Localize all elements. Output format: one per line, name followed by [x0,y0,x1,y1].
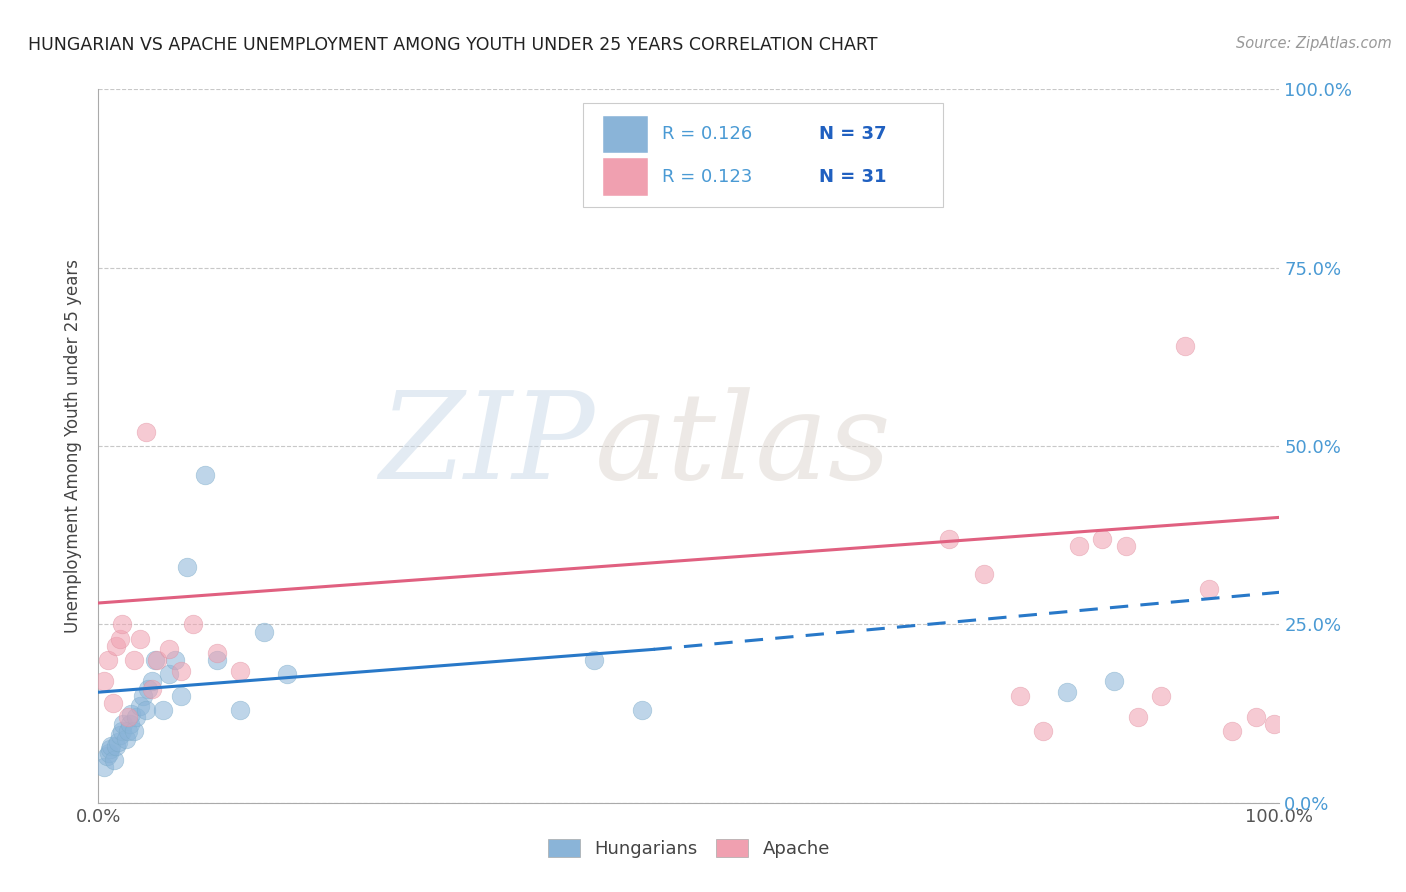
Y-axis label: Unemployment Among Youth under 25 years: Unemployment Among Youth under 25 years [65,259,83,633]
Point [98,746,121,760]
Point [1032,724,1054,739]
Text: Source: ZipAtlas.com: Source: ZipAtlas.com [1236,36,1392,51]
Point [1244,710,1267,724]
Point [108,728,131,742]
FancyBboxPatch shape [603,159,648,195]
Point [135,703,157,717]
Point [143,653,166,667]
Point [157,667,180,681]
Point [146,653,169,667]
Point [125,710,148,724]
Point [117,710,139,724]
Point [114,731,136,746]
Point [973,567,995,582]
Point [229,664,252,678]
Point [1115,539,1137,553]
Point [136,681,159,696]
Point [938,532,960,546]
Point [93,760,115,774]
Point [176,560,198,574]
Point [111,617,134,632]
Text: N = 31: N = 31 [818,168,886,186]
Point [128,632,150,646]
Point [630,703,652,717]
Point [1150,689,1173,703]
Point [120,717,142,731]
Point [276,667,298,681]
Point [1102,674,1125,689]
Point [121,706,143,721]
Point [157,642,180,657]
Point [181,617,204,632]
Point [170,664,193,678]
Point [194,467,217,482]
Point [111,724,134,739]
Point [112,717,135,731]
FancyBboxPatch shape [603,116,648,153]
Text: R = 0.126: R = 0.126 [662,125,752,143]
FancyBboxPatch shape [582,103,943,207]
Point [1067,539,1090,553]
Point [141,674,163,689]
Point [132,689,155,703]
Text: HUNGARIAN VS APACHE UNEMPLOYMENT AMONG YOUTH UNDER 25 YEARS CORRELATION CHART: HUNGARIAN VS APACHE UNEMPLOYMENT AMONG Y… [28,36,877,54]
Point [253,624,276,639]
Point [165,653,187,667]
Point [101,696,124,710]
Point [1091,532,1114,546]
Point [205,646,228,660]
Point [97,653,120,667]
Text: ZIP: ZIP [380,387,595,505]
Point [122,653,145,667]
Legend: Hungarians, Apache: Hungarians, Apache [540,831,838,865]
Point [128,699,150,714]
Point [135,425,157,439]
Point [205,653,228,667]
Point [1008,689,1031,703]
Point [108,632,131,646]
Point [105,739,128,753]
Point [107,735,129,749]
Point [1220,724,1243,739]
Text: atlas: atlas [595,387,891,505]
Point [583,653,606,667]
Point [93,674,115,689]
Point [96,749,118,764]
Point [103,753,125,767]
Point [152,703,174,717]
Point [1198,582,1220,596]
Point [105,639,128,653]
Point [1126,710,1149,724]
Point [1056,685,1078,699]
Point [100,739,122,753]
Text: R = 0.123: R = 0.123 [662,168,752,186]
Point [117,724,139,739]
Point [141,681,163,696]
Point [1263,717,1285,731]
Text: N = 37: N = 37 [818,125,886,143]
Point [1174,339,1197,353]
Point [229,703,252,717]
Point [170,689,193,703]
Point [122,724,145,739]
Point [98,742,121,756]
